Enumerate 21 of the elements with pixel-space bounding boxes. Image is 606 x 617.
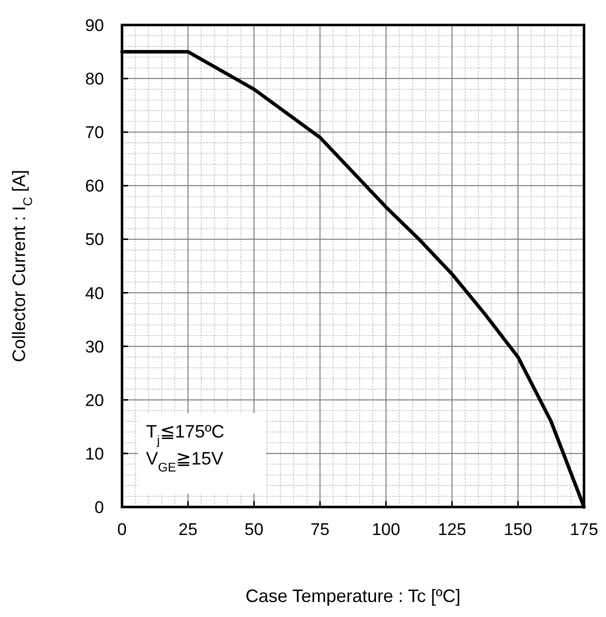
y-tick-label: 10	[85, 444, 104, 464]
y-tick-label: 20	[85, 390, 104, 410]
annotation: V$_{GE}$≧15V	[146, 448, 224, 474]
x-tick-label: 125	[438, 520, 466, 539]
x-tick-label: 50	[244, 520, 264, 539]
y-tick-label: 50	[85, 230, 104, 250]
x-tick-label: 100	[372, 520, 400, 539]
x-tick-label: 150	[504, 520, 532, 539]
y-tick-label: 30	[85, 337, 104, 356]
x-tick-label: 0	[117, 520, 127, 539]
x-axis-title: Case Temperature : Tc [ºC]	[246, 586, 460, 606]
y-tick-label: 40	[85, 284, 104, 303]
y-tick-label: 60	[85, 176, 104, 196]
y-tick-label: 90	[85, 16, 104, 35]
y-tick-label: 70	[85, 123, 104, 142]
x-tick-label: 75	[310, 520, 330, 539]
y-tick-label: 80	[85, 70, 104, 89]
y-tick-label: 0	[94, 498, 104, 517]
annotation: T$_{j}$≦175ºC	[146, 421, 224, 448]
x-tick-label: 25	[178, 520, 198, 539]
x-tick-label: 175	[570, 520, 598, 539]
